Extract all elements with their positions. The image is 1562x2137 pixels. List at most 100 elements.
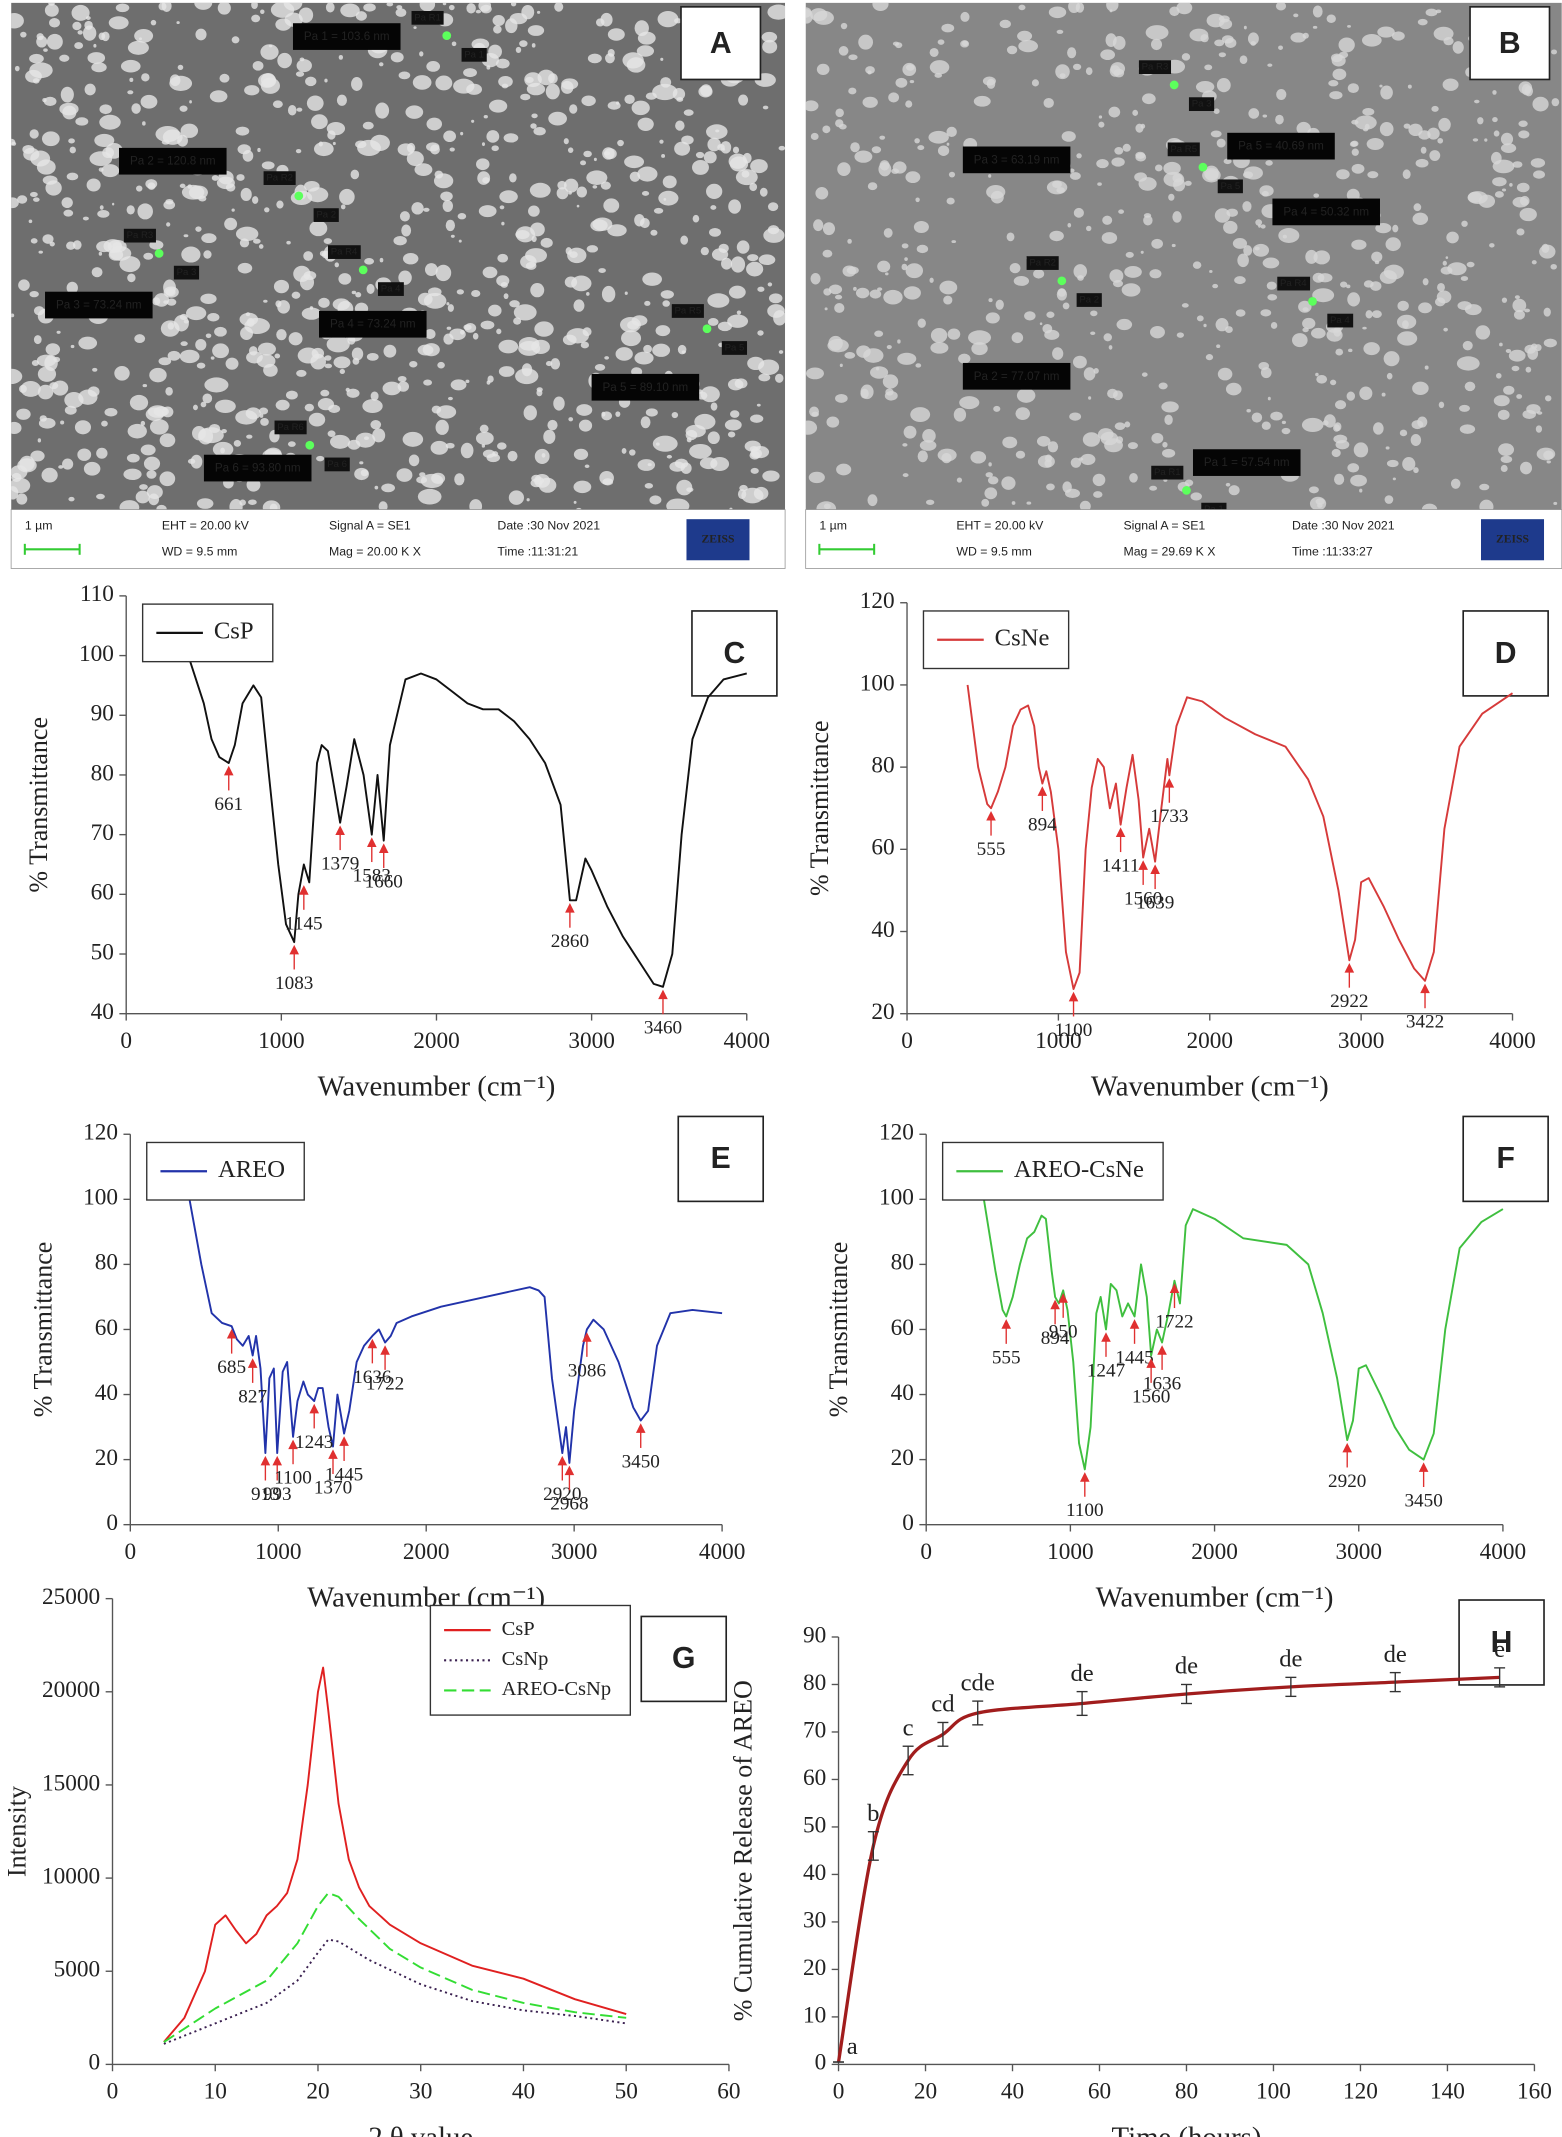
peak-label: 3086 bbox=[568, 1360, 606, 1381]
particle bbox=[64, 392, 84, 409]
particle bbox=[637, 117, 654, 131]
particle bbox=[806, 367, 824, 380]
particle bbox=[576, 204, 580, 208]
particle bbox=[905, 263, 924, 279]
particle bbox=[1114, 422, 1126, 430]
particle bbox=[465, 379, 470, 384]
particle bbox=[1234, 276, 1246, 285]
particle bbox=[615, 411, 621, 417]
particle bbox=[1479, 499, 1494, 510]
particle bbox=[260, 9, 265, 15]
x-tick-label: 2000 bbox=[1191, 1539, 1238, 1565]
particle bbox=[953, 407, 967, 422]
particle bbox=[43, 96, 57, 107]
particle bbox=[463, 324, 472, 331]
particle bbox=[641, 191, 650, 196]
particle bbox=[493, 25, 502, 34]
particle bbox=[240, 187, 252, 202]
particle bbox=[644, 300, 651, 306]
point-tag-box bbox=[1188, 97, 1215, 112]
particle bbox=[471, 119, 475, 123]
info-text: EHT = 20.00 kV bbox=[956, 518, 1044, 532]
particle bbox=[1195, 80, 1215, 93]
peak-arrow bbox=[366, 837, 377, 863]
peak-arrow bbox=[339, 1436, 349, 1461]
particle bbox=[1079, 500, 1091, 510]
particle bbox=[985, 472, 993, 478]
particle bbox=[304, 403, 315, 412]
particle bbox=[728, 199, 741, 214]
particle bbox=[1516, 394, 1523, 399]
particle bbox=[87, 52, 106, 64]
particle bbox=[1173, 178, 1186, 192]
point-tag-box bbox=[327, 245, 361, 259]
particle bbox=[355, 140, 367, 149]
particle bbox=[1149, 269, 1162, 279]
particle bbox=[274, 353, 281, 359]
particle bbox=[1362, 108, 1375, 116]
particle bbox=[902, 473, 909, 478]
particle bbox=[1006, 232, 1015, 242]
particle bbox=[1443, 327, 1448, 332]
particle bbox=[1508, 349, 1526, 362]
particle bbox=[1069, 412, 1082, 421]
particle bbox=[1383, 351, 1400, 367]
particle bbox=[1365, 310, 1373, 319]
particle bbox=[1176, 332, 1184, 338]
peak-arrow bbox=[1129, 1319, 1140, 1344]
particle bbox=[398, 270, 412, 285]
particle bbox=[596, 18, 605, 27]
particle bbox=[567, 147, 574, 153]
particle bbox=[264, 207, 270, 213]
legend: CsP bbox=[141, 603, 274, 663]
particle bbox=[82, 216, 89, 221]
particle bbox=[460, 131, 464, 136]
particle bbox=[607, 101, 621, 110]
particle bbox=[275, 18, 292, 31]
particle bbox=[624, 94, 635, 104]
particle bbox=[548, 73, 558, 84]
particle bbox=[43, 48, 48, 52]
particle bbox=[652, 343, 671, 357]
series-line bbox=[187, 655, 747, 988]
arrow-head bbox=[1420, 983, 1430, 994]
particle bbox=[1315, 372, 1319, 377]
peak-arrow bbox=[1001, 1319, 1012, 1344]
particle bbox=[879, 135, 886, 140]
particle bbox=[1438, 401, 1445, 409]
particle bbox=[592, 185, 598, 189]
particle bbox=[1085, 67, 1093, 76]
particle bbox=[68, 138, 75, 144]
particle bbox=[917, 450, 928, 463]
particle bbox=[805, 100, 819, 112]
particle bbox=[237, 262, 253, 274]
particle bbox=[276, 200, 284, 209]
particle bbox=[424, 329, 436, 340]
peak-label: 1639 bbox=[1136, 893, 1174, 914]
particle bbox=[1218, 52, 1227, 58]
particle bbox=[140, 94, 158, 109]
x-tick-label: 0 bbox=[124, 1539, 136, 1565]
particle bbox=[382, 381, 402, 396]
particle bbox=[359, 461, 364, 465]
particle bbox=[195, 338, 207, 351]
particle bbox=[874, 330, 884, 337]
particle bbox=[311, 114, 328, 130]
peak-label: 1560 bbox=[1132, 1386, 1170, 1407]
particle bbox=[707, 293, 730, 308]
particle bbox=[844, 351, 856, 359]
particle bbox=[576, 404, 593, 416]
particle bbox=[1112, 36, 1126, 50]
significance-label: e bbox=[1494, 1636, 1505, 1663]
particle bbox=[1056, 288, 1068, 301]
particle bbox=[1412, 381, 1429, 396]
arrow-head bbox=[1101, 1332, 1111, 1342]
particle bbox=[1438, 117, 1451, 132]
particle bbox=[1090, 331, 1096, 335]
particle bbox=[883, 289, 903, 305]
particle bbox=[436, 405, 457, 419]
particle bbox=[530, 222, 545, 237]
particle bbox=[916, 244, 929, 254]
x-tick-label: 4000 bbox=[1489, 1028, 1536, 1054]
significance-label: de bbox=[1070, 1660, 1093, 1687]
